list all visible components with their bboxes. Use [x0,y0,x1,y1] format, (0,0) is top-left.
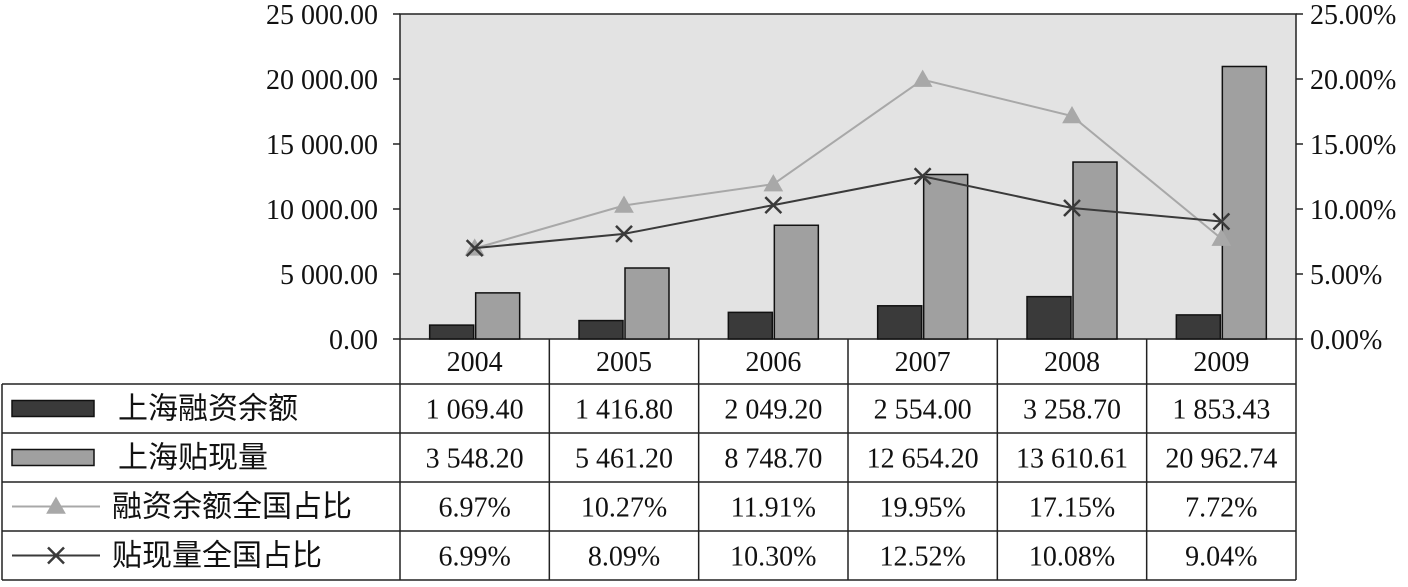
table-value: 6.99% [439,542,511,573]
category-label: 2008 [1044,347,1100,378]
x-marker [615,224,633,243]
table-value: 3 548.20 [426,444,524,475]
table-value: 6.97% [439,493,511,524]
table-value: 17.15% [1029,493,1115,524]
table-value: 8 748.70 [724,444,822,475]
bar-financing-balance [578,319,624,340]
bar-financing-balance [876,305,923,340]
x-marker [465,239,484,258]
right-axis-tick-label: 10.00% [1310,195,1396,226]
table-value: 1 069.40 [426,395,524,426]
line-discount-share [474,175,1222,250]
table-value: 1 416.80 [575,395,673,426]
bar-discount-volume [1221,65,1268,340]
bar-discount-volume [922,173,969,340]
table-value: 10.30% [730,542,816,573]
table-value: 13 610.61 [1016,444,1128,475]
table-value: 7.72% [1185,493,1257,524]
legend-key-marker [47,546,65,565]
table-value: 9.04% [1185,542,1257,573]
triangle-marker [912,69,933,87]
triangle-marker [1211,228,1232,246]
x-marker [913,167,932,186]
legend-label: 融资余额全国占比 [112,491,352,524]
table-value: 5 461.20 [575,444,673,475]
right-axis-tick-label: 25.00% [1310,0,1396,31]
table-value: 20 962.74 [1165,444,1277,475]
category-label: 2006 [745,347,801,378]
left-axis-tick-label: 10 000.00 [266,195,378,226]
right-axis-tick-label: 15.00% [1310,130,1396,161]
legend-label: 上海贴现量 [118,442,268,475]
plot-area [399,13,1297,340]
table-value: 12 654.20 [867,444,979,475]
table-value: 12.52% [880,542,966,573]
legend-key-marker [46,496,66,514]
left-axis-tick-label: 5 000.00 [280,260,378,291]
bar-discount-volume [1072,161,1118,340]
triangle-marker [1062,106,1082,124]
legend-key-bar [11,448,95,467]
category-label: 2005 [596,347,652,378]
legend-key-bar [11,399,95,418]
bar-discount-volume [624,267,670,340]
table-value: 8.09% [588,542,660,573]
table-value: 19.95% [880,493,966,524]
x-marker [764,196,783,214]
bar-financing-balance [1175,314,1222,340]
legend-label: 贴现量全国占比 [112,540,322,573]
category-label: 2007 [895,347,951,378]
line-financing-share [474,78,1222,250]
table-value: 10.08% [1029,542,1115,573]
bar-discount-volume [474,292,521,340]
table-value: 11.91% [731,493,816,524]
left-axis-tick-label: 20 000.00 [266,65,378,96]
table-value: 3 258.70 [1023,395,1121,426]
right-axis-tick-label: 20.00% [1310,65,1396,96]
table-value: 1 853.43 [1172,395,1270,426]
table-value: 2 554.00 [874,395,972,426]
bar-financing-balance [1026,295,1072,340]
category-label: 2009 [1193,347,1249,378]
left-axis-tick-label: 15 000.00 [266,130,378,161]
table-value: 2 049.20 [724,395,822,426]
table-value: 10.27% [581,493,667,524]
bar-financing-balance [727,311,774,340]
triangle-marker [763,174,784,192]
bar-discount-volume [773,224,820,340]
legend-label: 上海融资余额 [118,393,298,426]
x-marker [1063,199,1081,217]
left-axis-tick-label: 0.00 [329,325,378,356]
left-axis-tick-label: 25 000.00 [266,0,378,31]
bar-financing-balance [428,324,475,340]
triangle-marker [614,195,634,213]
x-marker [1212,212,1231,231]
category-label: 2004 [447,347,503,378]
right-axis-tick-label: 5.00% [1310,260,1382,291]
right-axis-tick-label: 0.00% [1310,325,1382,356]
